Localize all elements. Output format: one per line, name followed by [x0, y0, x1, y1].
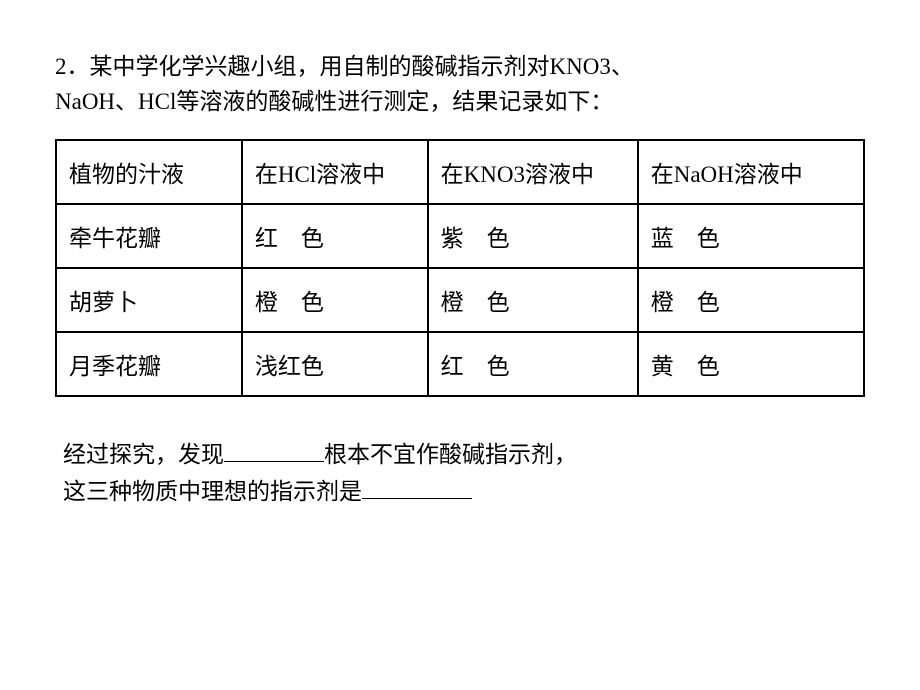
- fill-blank-2: [362, 498, 472, 499]
- table-row: 月季花瓣 浅红色 红 色 黄 色: [56, 332, 864, 396]
- conclusion-part1: 经过探究，发现: [63, 442, 224, 467]
- cell-kno3: 紫 色: [428, 204, 638, 268]
- cell-naoh: 黄 色: [638, 332, 864, 396]
- cell-naoh: 蓝 色: [638, 204, 864, 268]
- cell-plant: 月季花瓣: [56, 332, 242, 396]
- conclusion-part2: 根本不宜作酸碱指示剂，: [324, 442, 577, 467]
- cell-hcl: 红 色: [242, 204, 428, 268]
- cell-plant: 牵牛花瓣: [56, 204, 242, 268]
- fill-blank-1: [224, 461, 324, 462]
- header-naoh: 在NaOH溶液中: [638, 140, 864, 204]
- cell-kno3: 橙 色: [428, 268, 638, 332]
- cell-plant: 胡萝卜: [56, 268, 242, 332]
- table-row: 牵牛花瓣 红 色 紫 色 蓝 色: [56, 204, 864, 268]
- table-row: 胡萝卜 橙 色 橙 色 橙 色: [56, 268, 864, 332]
- header-kno3: 在KNO3溶液中: [428, 140, 638, 204]
- cell-hcl: 橙 色: [242, 268, 428, 332]
- cell-hcl: 浅红色: [242, 332, 428, 396]
- header-plant: 植物的汁液: [56, 140, 242, 204]
- cell-kno3: 红 色: [428, 332, 638, 396]
- cell-naoh: 橙 色: [638, 268, 864, 332]
- table-header-row: 植物的汁液 在HCl溶液中 在KNO3溶液中 在NaOH溶液中: [56, 140, 864, 204]
- question-number: 2．: [55, 54, 90, 79]
- header-hcl: 在HCl溶液中: [242, 140, 428, 204]
- indicator-results-table: 植物的汁液 在HCl溶液中 在KNO3溶液中 在NaOH溶液中 牵牛花瓣 红 色…: [55, 139, 865, 397]
- conclusion-part3: 这三种物质中理想的指示剂是: [63, 479, 362, 504]
- conclusion-text: 经过探究，发现 根本不宜作酸碱指示剂， 这三种物质中理想的指示剂是: [55, 437, 865, 511]
- question-text: 2．某中学化学兴趣小组，用自制的酸碱指示剂对KNO3、 NaOH、HCl等溶液的…: [55, 50, 865, 119]
- question-line1: 某中学化学兴趣小组，用自制的酸碱指示剂对KNO3、: [90, 54, 634, 79]
- question-line2: NaOH、HCl等溶液的酸碱性进行测定，结果记录如下：: [55, 89, 613, 114]
